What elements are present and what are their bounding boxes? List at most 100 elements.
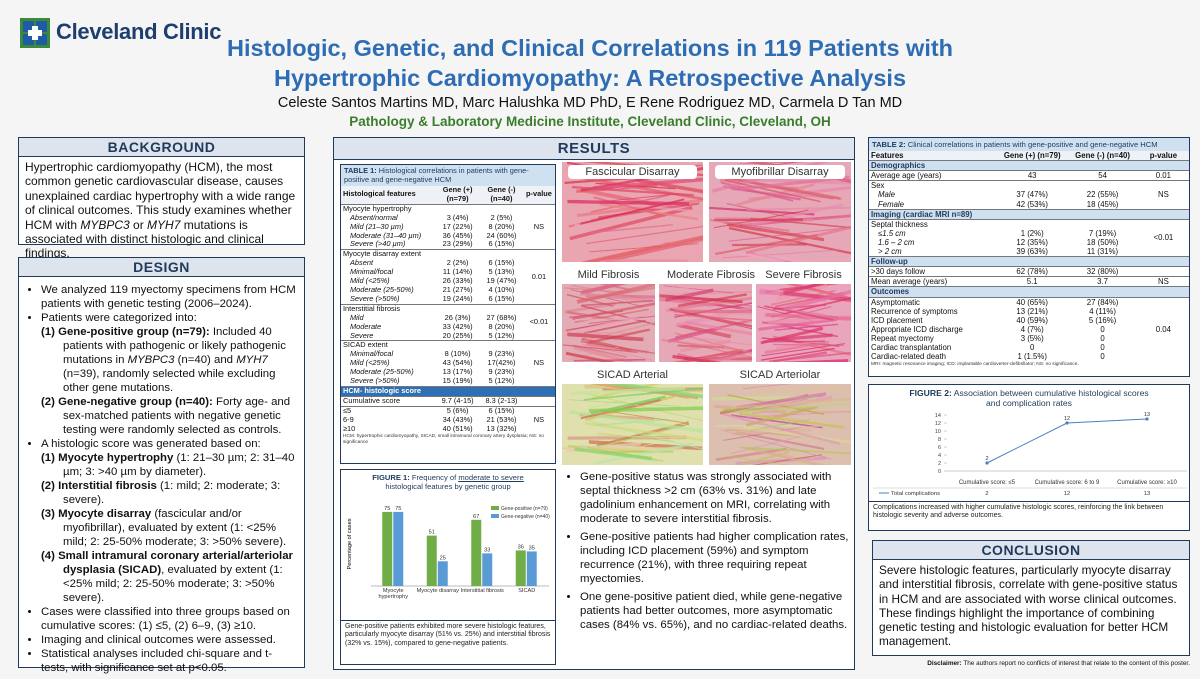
- data-table-value: 12: [1064, 491, 1070, 497]
- design-subitem: (2) Gene-negative group (n=40): Forty ag…: [41, 395, 298, 437]
- table-head: Features Gene (+) (n=79) Gene (-) (n=40) p-…: [869, 151, 1189, 161]
- image-texture: [743, 446, 850, 465]
- logo-mark: [20, 18, 50, 48]
- cell: 8 (20%): [488, 321, 515, 331]
- cell: 43 (54%): [442, 358, 473, 368]
- text-run: (1) Gene-positive group (n=79):: [41, 326, 210, 338]
- point: [1065, 421, 1069, 425]
- cell: 9.7 (4-15): [441, 395, 474, 405]
- cell: 40 (65%): [1016, 297, 1049, 307]
- cell: 5.1: [1026, 277, 1038, 287]
- histology-image: [659, 283, 768, 372]
- table-row: >30 days follow 62 (78%) 32 (80%): [869, 267, 1189, 277]
- cell: 13 (32%): [486, 423, 517, 433]
- data-table: Features Gene (+) (n=79) Gene (-) (n=40) p-…: [869, 151, 1189, 361]
- row-label: Severe (>40 µm): [350, 239, 406, 249]
- cell: 6 (15%): [488, 258, 515, 268]
- disclaimer: Disclaimer: The authors report no confli…: [872, 660, 1190, 667]
- image-texture: [783, 291, 851, 302]
- x-tick-label: Myocyte disarray: [416, 588, 459, 594]
- text-run: MYH7: [236, 354, 268, 366]
- text-run: mutations is associated with distinct hi…: [25, 217, 264, 261]
- cell: 40 (59%): [1016, 315, 1049, 325]
- cell: 9 (23%): [488, 349, 515, 359]
- value-label: 36: [518, 544, 524, 550]
- table-row: Absent/normal 3 (4%) 2 (5%): [341, 213, 555, 223]
- results-bullets: Gene-positive status was strongly associ…: [562, 470, 854, 640]
- row-group: ≤5 5 (6%) 6 (15%) NS 6-9 34 (43%) 21 (53%) ≥10 4…: [341, 406, 555, 433]
- section-head: Demographics: [869, 160, 1189, 171]
- bar: [482, 553, 493, 586]
- image-texture: [720, 429, 831, 459]
- table-row: Moderate (25-50%) 13 (17%) 9 (23%): [341, 367, 555, 377]
- title-line: Hypertrophic Cardiomyopathy: A Retrospec…: [273, 65, 907, 91]
- cell: 6 (15%): [488, 293, 515, 303]
- image-label: SICAD Arteriolar: [713, 368, 847, 382]
- value-label: 51: [429, 530, 435, 536]
- authors: Celeste Santos Martins MD, Marc Halushka…: [277, 95, 903, 111]
- cell: 0: [1100, 333, 1105, 343]
- x-tick-label: SICAD: [518, 588, 536, 594]
- cell: 3.7: [1097, 277, 1108, 287]
- column-header: Gene (-) (n=40): [1067, 151, 1138, 161]
- image-texture: [581, 300, 653, 307]
- header-row: Histological features Gene (+) (n=79) Gene…: [341, 185, 555, 205]
- cell: 5 (16%): [1088, 315, 1117, 325]
- row-label: Moderate (31–40 µm): [350, 230, 422, 240]
- y-tick-label: 14: [935, 413, 941, 419]
- cell: 5 (12%): [488, 330, 515, 340]
- x-tick-label: Interstitial fibrosis: [460, 588, 504, 594]
- value-label: 67: [473, 514, 479, 520]
- value-label: 25: [440, 555, 446, 561]
- cell: 19 (24%): [442, 293, 473, 303]
- point: [1145, 417, 1149, 421]
- column-header: p-value: [1137, 151, 1189, 161]
- row-label: Moderate (25-50%): [350, 367, 414, 377]
- cell: 2 (2%): [446, 258, 469, 268]
- cell: 11 (31%): [1087, 247, 1119, 257]
- image-texture: [575, 318, 655, 321]
- row-label: ≥10: [343, 423, 356, 433]
- column-header: p-value: [522, 186, 555, 205]
- design-box: DESIGN We analyzed 119 myectomy specimen…: [18, 257, 305, 674]
- image-texture: [579, 233, 714, 266]
- row-label: 6-9: [343, 414, 354, 424]
- table-row: Appropriate ICD discharge 4 (7%) 0: [869, 325, 1189, 334]
- table-row: Moderate (31–40 µm) 36 (45%) 24 (60%): [341, 230, 555, 241]
- text-run: MYH7: [147, 217, 181, 232]
- image-label: Mild Fibrosis: [566, 268, 651, 282]
- image-texture: [579, 391, 712, 423]
- y-tick-label: 4: [938, 453, 941, 459]
- table-row: ≥10 40 (51%) 13 (32%): [341, 423, 555, 434]
- data-table-value: 13: [1144, 491, 1150, 497]
- section-head: HCM- histologic score: [341, 386, 555, 397]
- image-texture: [599, 194, 675, 203]
- section-label: Outcomes: [869, 286, 1189, 297]
- cell: 18 (45%): [1086, 199, 1119, 209]
- bar: [471, 519, 482, 586]
- row-label: ≤5: [343, 405, 352, 415]
- text-run: (3) Myocyte disarray: [41, 508, 152, 520]
- text-run: (fascicular and/or myofibrillar), evalua…: [63, 508, 287, 548]
- image-texture: [674, 314, 762, 322]
- y-axis-label: Percentage of cases: [347, 518, 353, 569]
- legend-label: Gene-negative (n=40): [501, 514, 550, 520]
- table-row: Moderate (25-50%) 21 (27%) 4 (10%): [341, 285, 555, 295]
- row-label: Mild: [350, 312, 364, 322]
- p-value: NS: [1157, 277, 1169, 287]
- cell: 4 (7%): [1020, 324, 1044, 334]
- section-label: Demographics: [869, 160, 1189, 171]
- value-label: 12: [1064, 416, 1070, 422]
- p-value: 0.01: [1155, 171, 1171, 181]
- section-head: Imaging (cardiac MRI n=89): [869, 209, 1189, 220]
- row-label: Cardiac-related death: [871, 352, 946, 362]
- background-box: BACKGROUND Hypertrophic cardiomyopathy (…: [18, 137, 305, 260]
- x-tick-label: Cumulative score: ≥10: [1117, 480, 1177, 486]
- image-texture: [764, 305, 834, 321]
- image-texture: [576, 332, 636, 333]
- design-subitem: (2) Interstitial fibrosis (1: mild; 2: m…: [41, 479, 298, 507]
- cell: 0: [1100, 324, 1105, 334]
- image-label: SICAD Arterial: [566, 368, 699, 382]
- section-head: Outcomes: [869, 286, 1189, 297]
